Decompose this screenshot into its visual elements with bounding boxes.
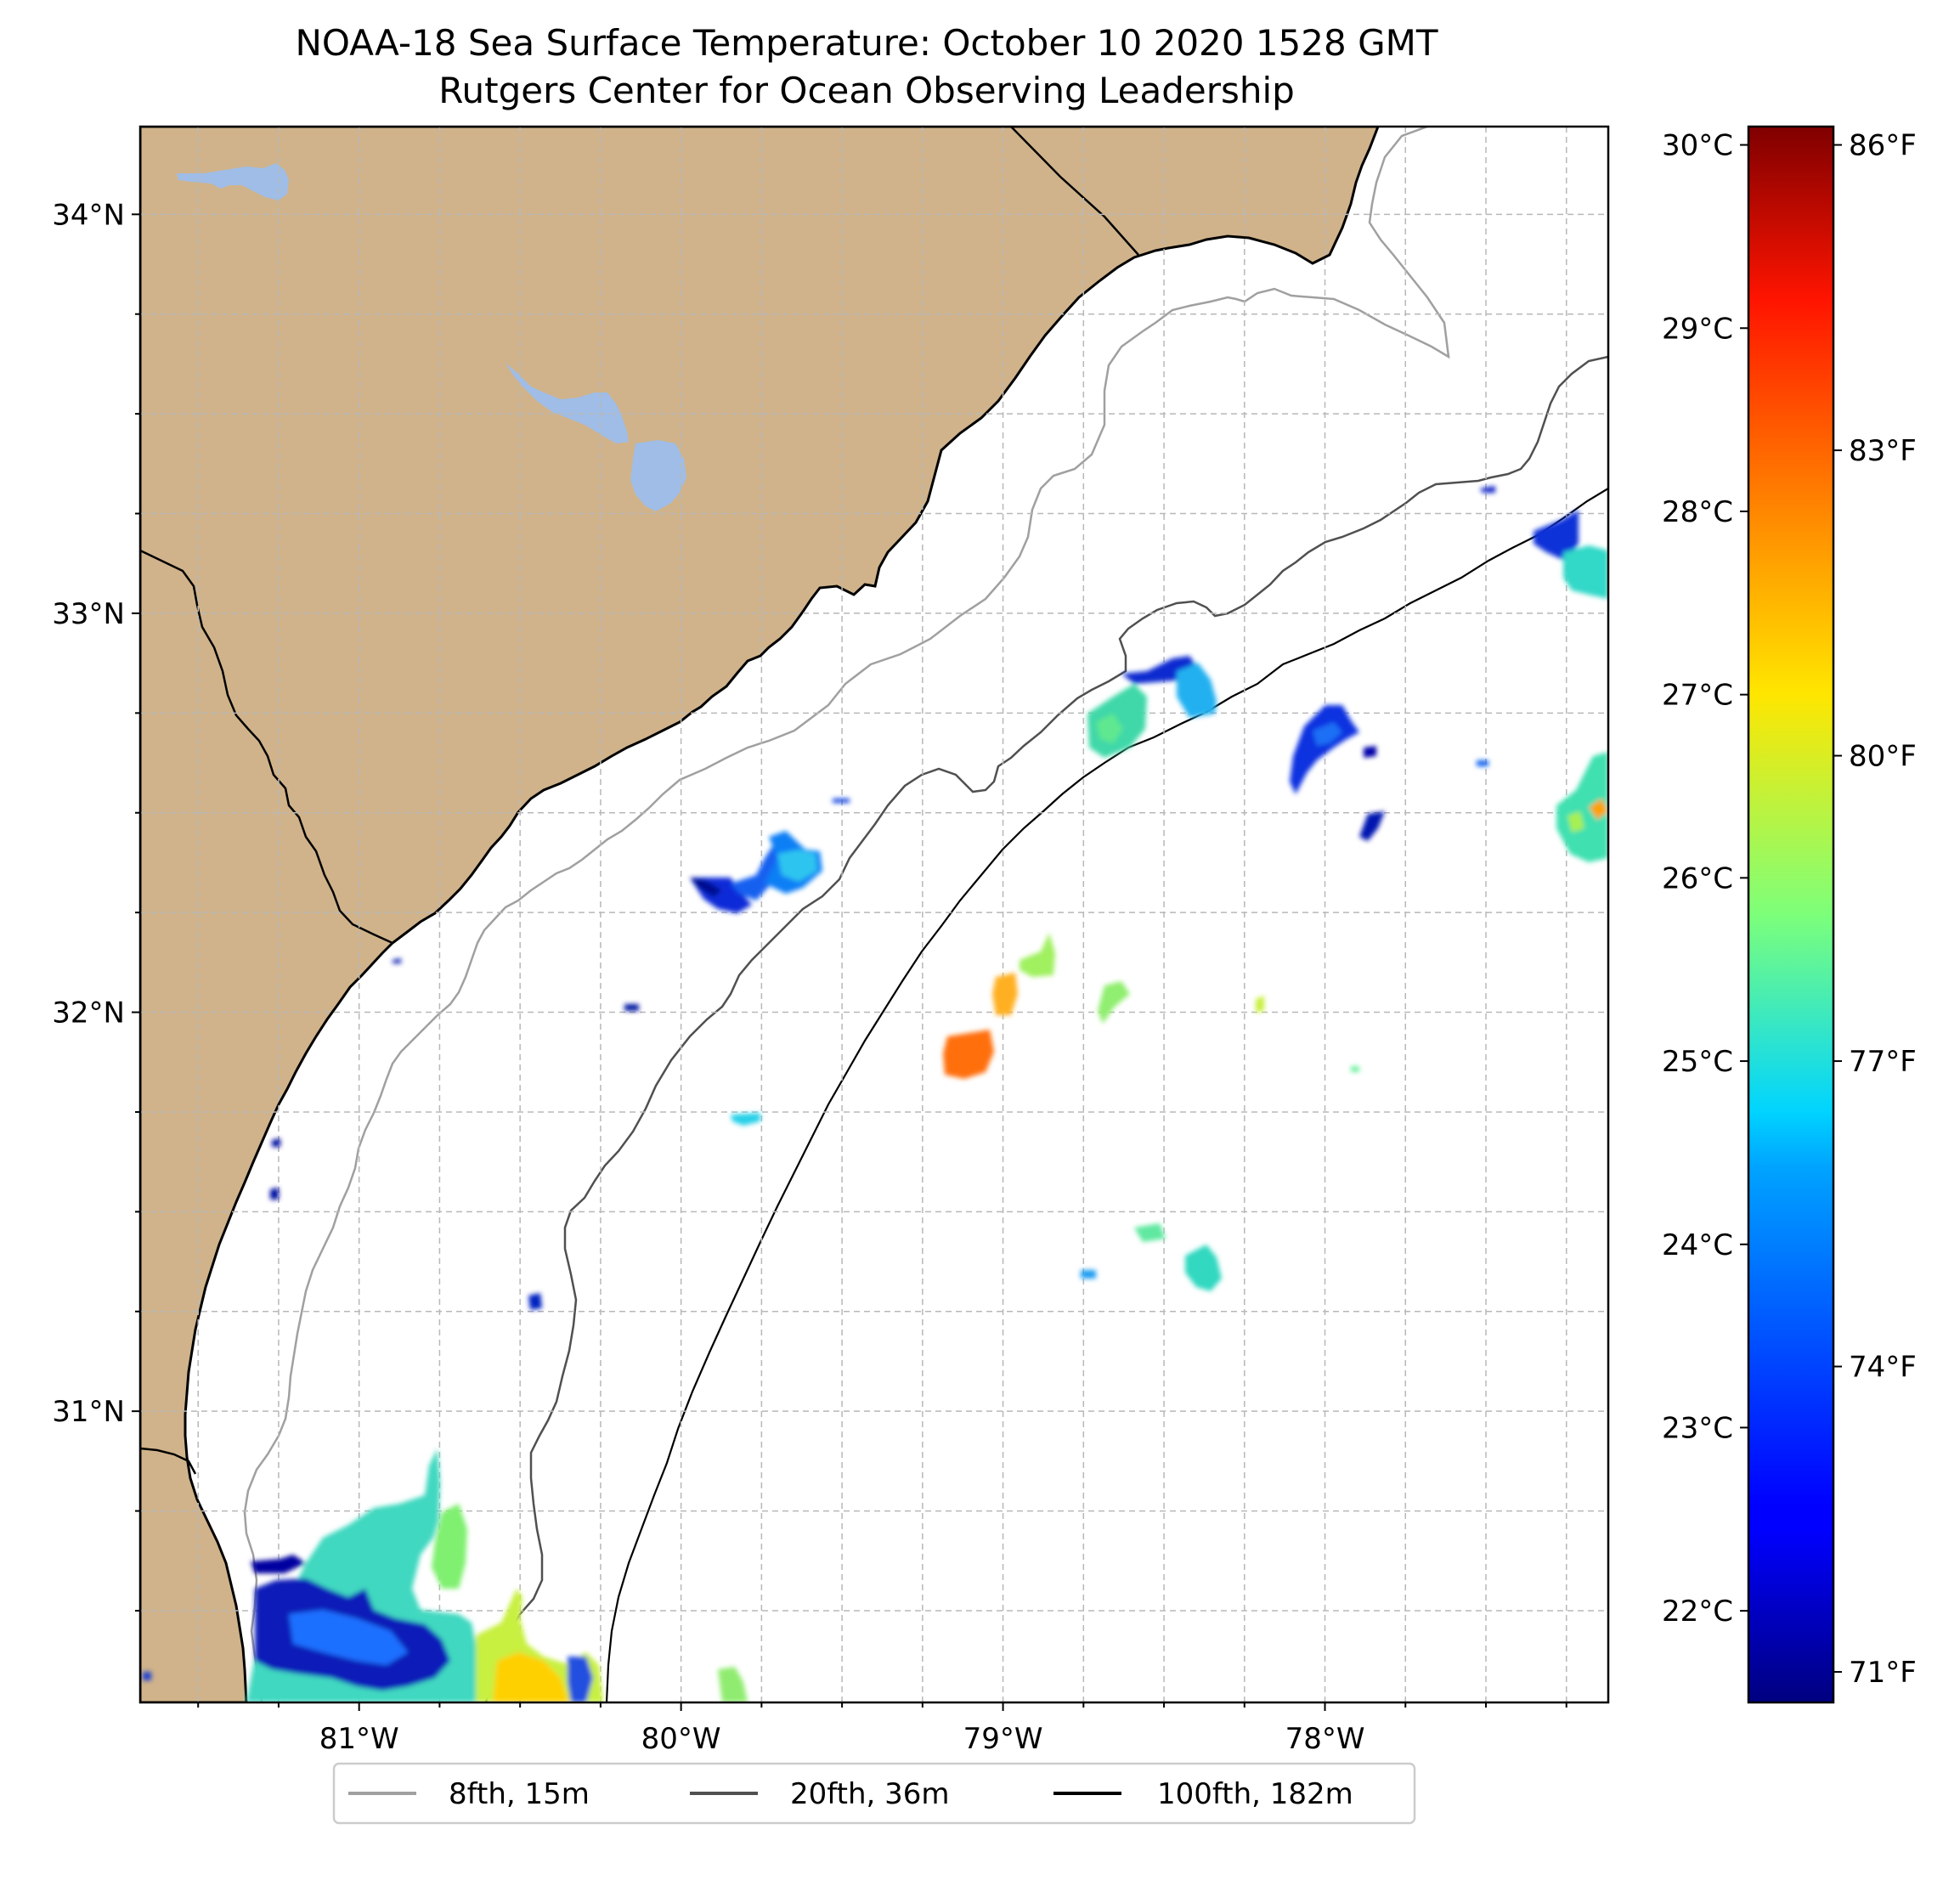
sst-patch	[1177, 663, 1217, 718]
latitude-axis: 34°N 33°N 32°N 31°N	[52, 198, 140, 1612]
state-boundary-sc-ga	[140, 549, 393, 945]
sst-patch	[393, 958, 401, 963]
colorbar-f-label: 83°F	[1849, 434, 1917, 468]
lat-tick-label: 33°N	[52, 597, 125, 631]
colorbar-f-label: 77°F	[1849, 1045, 1917, 1079]
sst-patch	[1567, 811, 1584, 833]
lat-tick-label: 32°N	[52, 996, 125, 1030]
sst-patch	[289, 1610, 408, 1665]
sst-patch	[251, 1555, 306, 1573]
sst-patch	[1313, 722, 1342, 746]
sst-patch	[833, 799, 850, 803]
sst-patch	[1290, 705, 1359, 794]
colorbar-c-label: 25°C	[1662, 1045, 1733, 1079]
isobath-20fth	[484, 355, 1608, 1702]
sst-patch	[1534, 510, 1579, 561]
sst-patch	[690, 878, 722, 897]
figure-title-line1: NOAA-18 Sea Surface Temperature: October…	[295, 22, 1438, 64]
colorbar-celsius-ticks: 30°C 29°C 28°C 27°C 26°C 25°C 24°C 23°C 22°C	[1662, 129, 1748, 1629]
legend-label-8fth: 8fth, 15m	[449, 1777, 590, 1811]
colorbar-f-label: 86°F	[1849, 129, 1917, 163]
sst-patch	[992, 973, 1018, 1015]
sst-patch	[1477, 760, 1488, 766]
sst-patch	[1589, 799, 1608, 820]
sst-patch	[731, 841, 790, 900]
sst-patch	[1364, 746, 1376, 758]
colorbar-c-label: 28°C	[1662, 495, 1733, 529]
lon-tick-label: 80°W	[641, 1722, 721, 1756]
sst-patch	[1185, 1245, 1222, 1291]
sst-patch	[528, 1293, 542, 1310]
sst-patch	[143, 1672, 151, 1680]
state-boundary-ga-fl	[140, 1447, 197, 1475]
isobath-100fth	[605, 488, 1608, 1702]
map-panel	[140, 127, 1608, 1702]
sst-patch	[270, 1188, 279, 1200]
sst-patch	[777, 850, 817, 882]
lon-tick-label: 81°W	[319, 1722, 399, 1756]
colorbar-c-label: 27°C	[1662, 679, 1733, 713]
land-mass	[140, 127, 1380, 1702]
colorbar-f-label: 74°F	[1849, 1351, 1917, 1385]
lat-tick-label: 31°N	[52, 1395, 125, 1429]
sst-patch	[1256, 996, 1264, 1013]
colorbar-c-label: 26°C	[1662, 861, 1733, 895]
longitude-axis: 81°W 80°W 79°W 78°W	[197, 1702, 1567, 1756]
sst-patch	[1098, 981, 1130, 1024]
figure-title-line2: Rutgers Center for Ocean Observing Leade…	[438, 70, 1295, 111]
sst-patch	[272, 1138, 280, 1147]
sst-data-layer	[143, 486, 1608, 1702]
lon-tick-label: 78°W	[1285, 1722, 1365, 1756]
lon-tick-label: 79°W	[963, 1722, 1043, 1756]
lake-marion	[506, 363, 629, 443]
sst-patch	[493, 1652, 569, 1702]
lake-moultrie	[630, 440, 686, 511]
sst-patch	[1556, 752, 1608, 862]
map-gridlines	[140, 127, 1608, 1702]
colorbar-c-label: 29°C	[1662, 312, 1733, 346]
colorbar-c-label: 24°C	[1662, 1228, 1733, 1262]
sst-patch	[731, 1113, 760, 1126]
legend-label-100fth: 100fth, 182m	[1157, 1777, 1353, 1811]
sst-patch	[718, 1667, 748, 1702]
sst-patch	[432, 1504, 467, 1589]
sst-patch	[624, 1004, 639, 1011]
legend-box	[332, 1762, 1416, 1825]
sst-patch	[568, 1657, 593, 1702]
map-frame	[138, 125, 1610, 1704]
state-boundary-nc-sc	[1010, 127, 1139, 256]
colorbar-gradient	[1747, 125, 1835, 1704]
colorbar-c-label: 30°C	[1662, 129, 1733, 163]
lat-tick-label: 34°N	[52, 198, 125, 232]
colorbar-c-label: 23°C	[1662, 1411, 1733, 1445]
colorbar-f-label: 80°F	[1849, 740, 1917, 774]
sst-patch	[943, 1030, 994, 1079]
sst-patch	[1134, 1223, 1166, 1242]
sst-patch	[1351, 1066, 1359, 1072]
colorbar-c-label: 22°C	[1662, 1595, 1733, 1629]
colorbar: 30°C 29°C 28°C 27°C 26°C 25°C 24°C 23°C 22°C 86°…	[1662, 125, 1917, 1704]
sst-patch	[1563, 545, 1608, 599]
lake-north	[177, 163, 289, 200]
sst-patch	[1096, 714, 1123, 743]
sst-patch	[1480, 486, 1495, 493]
colorbar-f-label: 71°F	[1849, 1656, 1917, 1690]
legend-label-20fth: 20fth, 36m	[790, 1777, 950, 1811]
isobath-legend: 8fth, 15m 20fth, 36m 100fth, 182m	[332, 1762, 1416, 1825]
isobath-8fth	[243, 127, 1450, 1702]
sst-patch	[1020, 933, 1055, 977]
sst-patch	[1359, 811, 1385, 841]
colorbar-fahrenheit-ticks: 86°F 83°F 80°F 77°F 74°F 71°F	[1833, 129, 1917, 1690]
sst-patch	[1081, 1270, 1096, 1279]
